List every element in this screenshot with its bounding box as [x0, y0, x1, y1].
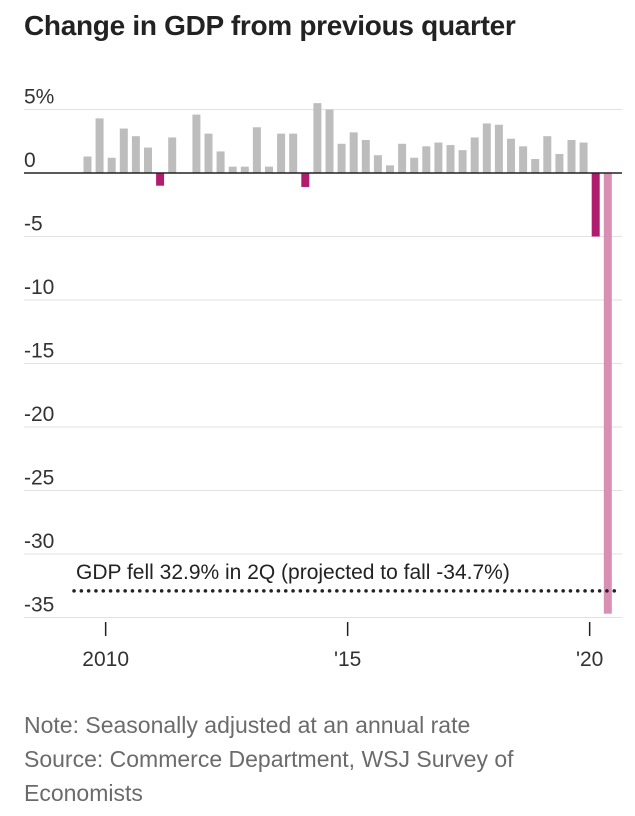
- y-tick-label: 0: [24, 149, 36, 172]
- bar: [228, 166, 237, 173]
- bar: [240, 166, 249, 173]
- bar: [398, 143, 407, 173]
- x-tick-label: '20: [576, 648, 603, 671]
- bar: [337, 143, 346, 173]
- bar: [579, 142, 588, 173]
- x-tick-label: '15: [334, 648, 361, 671]
- bar: [543, 136, 552, 173]
- y-tick-label: -15: [24, 340, 54, 363]
- bar: [252, 127, 261, 173]
- bar: [216, 151, 225, 173]
- y-tick-label: -25: [24, 467, 54, 490]
- bar: [265, 166, 273, 173]
- y-tick-label: -35: [24, 594, 54, 617]
- bar: [470, 137, 479, 173]
- y-tick-label: -20: [24, 403, 54, 426]
- bar: [313, 103, 322, 173]
- bar: [107, 157, 116, 173]
- bar: [567, 139, 576, 173]
- bar: [144, 147, 152, 173]
- gdp-bar-chart: 5% 0 -5 -10 -15 -20 -25 -30 -35 GDP fell 32.9% i…: [24, 86, 622, 671]
- bar: [349, 132, 358, 173]
- bar: [434, 142, 443, 173]
- chart-title: Change in GDP from previous quarter: [24, 10, 516, 41]
- gridlines: [24, 109, 622, 618]
- bar: [325, 109, 334, 173]
- y-tick-label: 5%: [24, 86, 54, 109]
- bar: [156, 173, 165, 186]
- bar: [95, 118, 104, 173]
- x-tick-label: 2010: [82, 648, 129, 671]
- bar: [507, 138, 515, 173]
- bar: [301, 173, 310, 187]
- bar: [83, 156, 92, 173]
- y-tick-label: -5: [24, 213, 43, 236]
- source-line-1: Source: Commerce Department, WSJ Survey …: [24, 746, 514, 772]
- bar: [361, 139, 370, 173]
- bar: [494, 124, 503, 173]
- bar: [482, 123, 491, 173]
- bar: [458, 150, 467, 173]
- source-text: Source: Commerce Department, WSJ Survey …: [24, 742, 514, 810]
- bar: [277, 133, 286, 173]
- bar: [591, 173, 600, 237]
- y-tick-label: -30: [24, 530, 54, 553]
- bar: [373, 155, 382, 173]
- bar: [289, 133, 298, 173]
- bar: [446, 145, 455, 173]
- bar: [192, 114, 201, 173]
- bar: [422, 146, 431, 173]
- bar: [531, 159, 540, 173]
- bar: [555, 153, 564, 173]
- note-text: Note: Seasonally adjusted at an annual r…: [24, 712, 471, 738]
- y-axis-labels: 5% 0 -5 -10 -15 -20 -25 -30 -35: [24, 86, 54, 617]
- bar: [603, 173, 612, 614]
- bars: [83, 103, 612, 614]
- bar: [119, 128, 128, 173]
- bar: [386, 165, 394, 173]
- bar: [204, 133, 213, 173]
- bar: [168, 137, 177, 173]
- bar: [410, 157, 419, 173]
- annotation-text: GDP fell 32.9% in 2Q (projected to fall …: [76, 561, 510, 584]
- x-axis: 2010 '15 '20: [82, 622, 603, 671]
- source-line-2: Economists: [24, 780, 143, 806]
- bar: [131, 136, 140, 173]
- bar: [519, 146, 528, 173]
- annotation: GDP fell 32.9% in 2Q (projected to fall …: [72, 561, 622, 593]
- y-tick-label: -10: [24, 276, 54, 299]
